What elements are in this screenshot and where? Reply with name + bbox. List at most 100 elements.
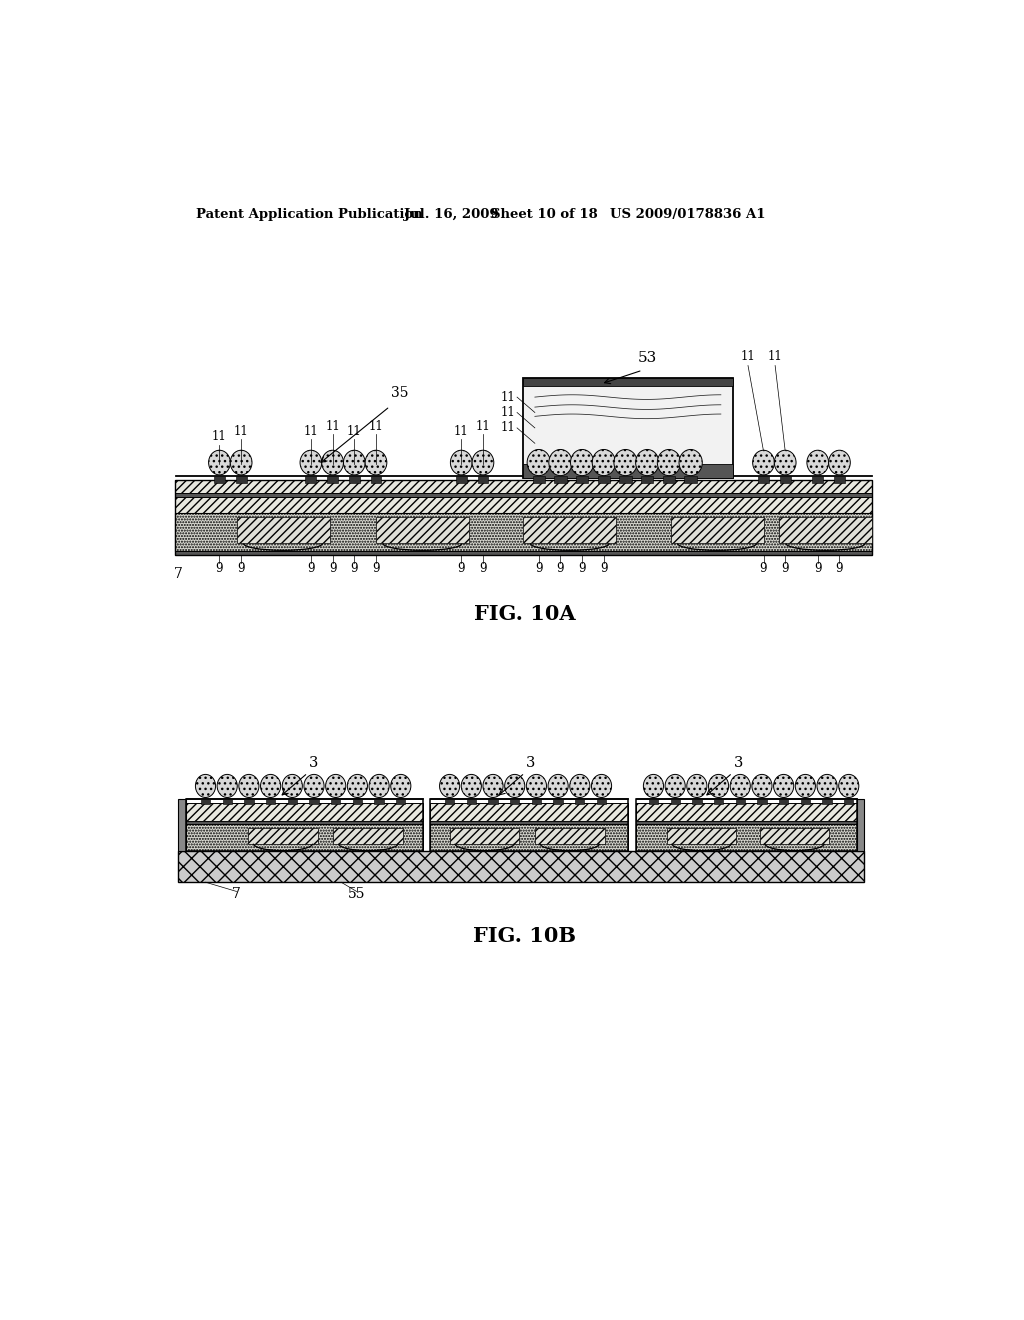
Bar [236, 477, 247, 483]
Bar [186, 821, 423, 824]
Ellipse shape [369, 775, 389, 797]
Ellipse shape [366, 450, 387, 475]
Bar [186, 803, 423, 821]
Bar [667, 828, 736, 843]
Text: 9: 9 [373, 562, 380, 576]
Bar [510, 799, 519, 804]
Bar [575, 477, 589, 483]
Ellipse shape [592, 450, 615, 475]
Ellipse shape [260, 775, 281, 797]
Bar [305, 477, 316, 483]
Bar [649, 799, 658, 804]
Bar [288, 799, 297, 804]
Ellipse shape [569, 775, 590, 797]
Ellipse shape [322, 450, 343, 475]
Text: 9: 9 [216, 562, 223, 576]
Text: US 2009/0178836 A1: US 2009/0178836 A1 [610, 209, 766, 222]
Bar [174, 480, 872, 554]
Bar [331, 799, 340, 804]
Text: 9: 9 [350, 562, 358, 576]
Ellipse shape [657, 450, 681, 475]
Text: 9: 9 [535, 562, 543, 576]
Ellipse shape [343, 450, 366, 475]
Bar [186, 824, 423, 851]
Bar [523, 378, 732, 385]
Ellipse shape [592, 775, 611, 797]
Bar [214, 477, 225, 483]
Bar [430, 797, 628, 799]
Text: 11: 11 [212, 430, 227, 444]
Ellipse shape [753, 450, 774, 475]
Bar [856, 799, 864, 851]
Ellipse shape [679, 450, 702, 475]
Text: Jul. 16, 2009: Jul. 16, 2009 [403, 209, 499, 222]
Ellipse shape [526, 775, 547, 797]
Bar [186, 797, 423, 799]
Bar [467, 799, 476, 804]
Bar [186, 799, 423, 851]
Text: 11: 11 [347, 425, 361, 438]
Ellipse shape [451, 450, 472, 475]
Ellipse shape [796, 775, 815, 797]
Ellipse shape [527, 450, 550, 475]
Bar [445, 799, 455, 804]
Text: 9: 9 [600, 562, 607, 576]
Text: 9: 9 [307, 562, 314, 576]
Ellipse shape [665, 775, 685, 797]
Ellipse shape [439, 775, 460, 797]
Ellipse shape [230, 450, 252, 475]
Ellipse shape [817, 775, 838, 797]
Ellipse shape [300, 450, 322, 475]
Ellipse shape [483, 775, 503, 797]
Bar [174, 475, 872, 477]
Bar [554, 477, 566, 483]
Bar [671, 517, 764, 544]
Bar [714, 799, 723, 804]
Bar [531, 799, 541, 804]
Text: 11: 11 [326, 420, 340, 433]
Bar [450, 828, 519, 843]
Bar [760, 828, 829, 843]
Ellipse shape [549, 450, 572, 475]
Bar [245, 799, 254, 804]
Bar [684, 477, 697, 483]
Ellipse shape [752, 775, 772, 797]
Ellipse shape [347, 775, 368, 797]
Bar [641, 477, 653, 483]
Ellipse shape [614, 450, 637, 475]
Ellipse shape [774, 450, 796, 475]
Ellipse shape [548, 775, 568, 797]
Bar [456, 477, 467, 483]
Bar [812, 477, 823, 483]
FancyBboxPatch shape [523, 378, 732, 478]
Bar [523, 517, 616, 544]
Bar [174, 552, 872, 554]
Text: 55: 55 [348, 887, 366, 900]
Bar [535, 828, 604, 843]
Text: 11: 11 [501, 421, 515, 434]
Text: 9: 9 [238, 562, 245, 576]
Text: 35: 35 [390, 387, 408, 400]
Bar [430, 799, 628, 851]
Text: Sheet 10 of 18: Sheet 10 of 18 [490, 209, 597, 222]
Bar [488, 799, 498, 804]
Bar [178, 851, 864, 882]
Text: 9: 9 [329, 562, 336, 576]
Ellipse shape [472, 450, 494, 475]
Ellipse shape [773, 775, 794, 797]
Ellipse shape [391, 775, 411, 797]
Bar [222, 799, 231, 804]
Bar [532, 477, 545, 483]
Ellipse shape [209, 450, 230, 475]
Bar [671, 799, 680, 804]
Text: 7: 7 [174, 568, 183, 581]
Text: 11: 11 [740, 350, 756, 363]
Ellipse shape [828, 450, 850, 475]
Bar [636, 799, 856, 851]
Bar [554, 799, 563, 804]
Bar [801, 799, 810, 804]
Bar [266, 799, 275, 804]
Bar [178, 799, 186, 851]
Bar [349, 477, 359, 483]
Bar [248, 828, 317, 843]
